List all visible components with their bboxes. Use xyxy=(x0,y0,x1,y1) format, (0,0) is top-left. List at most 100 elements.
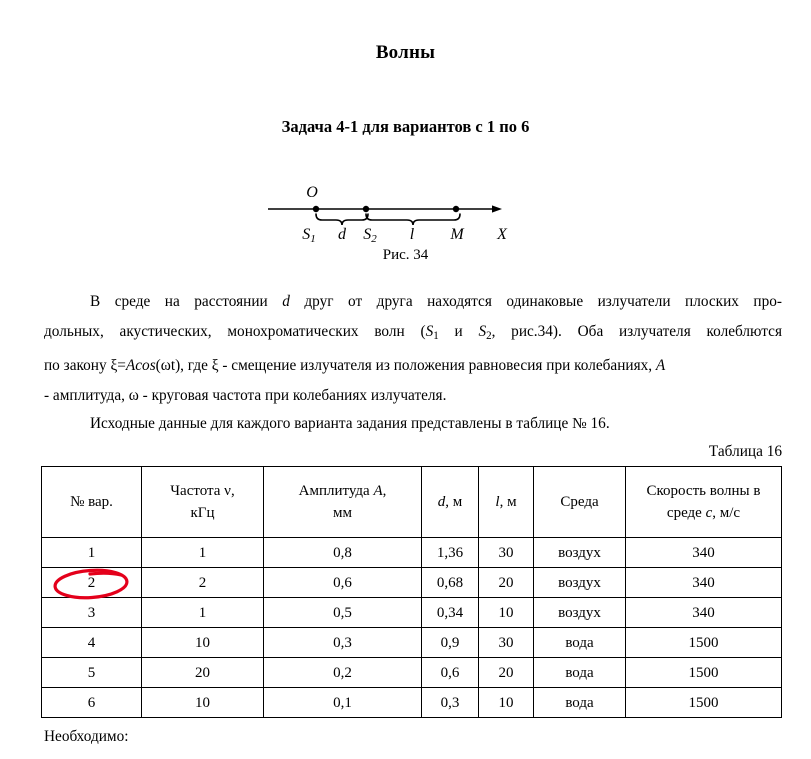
requirements-label: Необходимо: xyxy=(44,728,129,745)
formula-acos: Acos xyxy=(125,357,156,375)
table-row[interactable]: 1 1 0,8 1,36 30 воздух 340 xyxy=(41,537,782,568)
table-row[interactable]: 5 20 0,2 0,6 20 вода 1500 xyxy=(41,657,782,688)
table-header-row: № вар. Частота ν, кГц Амплитуда A, мм d,… xyxy=(41,466,782,538)
symbol-s2-subscript: 2 xyxy=(486,330,492,343)
task-subtitle: Задача 4-1 для вариантов с 1 по 6 xyxy=(281,117,530,136)
text-run: дольных, акустических, монохроматических… xyxy=(44,323,426,340)
cell-amplitude: 0,8 xyxy=(263,537,422,568)
text-run: (ωt), где ξ - смещение излучателя из пол… xyxy=(155,357,656,375)
cell-wave-speed: 1500 xyxy=(625,627,782,658)
header-label: Амплитуда xyxy=(298,483,374,499)
cell-frequency: 2 xyxy=(141,567,264,598)
text-run: и xyxy=(438,323,479,340)
variant-number-wrapper: 5 xyxy=(44,663,139,683)
cell-frequency: 20 xyxy=(141,657,264,688)
column-header-distance-l: l, м xyxy=(478,466,534,538)
label-l: l xyxy=(409,226,414,243)
cell-distance-l: 20 xyxy=(478,567,534,598)
column-header-distance-d: d, м xyxy=(421,466,479,538)
symbol-l: l xyxy=(495,494,500,510)
paragraph-line: дольных, акустических, монохроматических… xyxy=(44,317,782,351)
cell-amplitude: 0,1 xyxy=(263,687,422,718)
cell-medium: воздух xyxy=(533,597,626,628)
symbol-amplitude: A xyxy=(655,357,666,375)
paragraph-line: по закону ξ=Acos(ωt), где ξ - смещение и… xyxy=(44,351,782,381)
cell-wave-speed: 1500 xyxy=(625,687,782,718)
table-row[interactable]: 4 10 0,3 0,9 30 вода 1500 xyxy=(41,627,782,658)
text-run: по закону ξ= xyxy=(44,357,126,375)
variants-table: № вар. Частота ν, кГц Амплитуда A, мм d,… xyxy=(41,466,782,718)
symbol-s2: S xyxy=(478,323,487,340)
cell-distance-d: 0,34 xyxy=(421,597,479,628)
point-s1-dot xyxy=(312,205,319,213)
cell-medium: вода xyxy=(533,657,626,688)
variant-number-text: 6 xyxy=(87,694,96,711)
text-run: - амплитуда, ω - круговая частота при ко… xyxy=(44,387,447,405)
column-header-wave-speed: Скорость волны в среде c, м/с xyxy=(625,466,782,538)
paragraph-line: Исходные данные для каждого варианта зад… xyxy=(90,415,610,432)
axis-arrowhead xyxy=(491,205,502,213)
column-header-frequency: Частота ν, кГц xyxy=(141,466,264,538)
header-unit: , м/с xyxy=(712,505,741,521)
table-row[interactable]: 2 2 0,6 0,68 20 воздух 340 xyxy=(41,567,782,599)
cell-distance-l: 20 xyxy=(478,657,534,688)
header-unit: , м xyxy=(445,494,463,510)
header-label: , xyxy=(382,483,387,499)
variant-number-wrapper: 3 xyxy=(44,603,139,623)
cell-variant-number: 4 xyxy=(41,627,142,658)
cell-distance-d: 0,6 xyxy=(421,657,479,688)
text-run: друг от друга находятся одинаковые излуч… xyxy=(289,293,782,310)
table-header: № вар. Частота ν, кГц Амплитуда A, мм d,… xyxy=(41,466,782,538)
header-label: Скорость волны в xyxy=(646,483,761,499)
cell-distance-d: 0,3 xyxy=(421,687,479,718)
header-label: Частота ν, xyxy=(170,483,235,499)
cell-wave-speed: 1500 xyxy=(625,657,782,688)
symbol-s1-subscript: 1 xyxy=(433,330,439,343)
variant-number-text: 5 xyxy=(87,664,96,681)
table-body: 1 1 0,8 1,36 30 воздух 340 2 2 0,6 0,68 20 воздух 34… xyxy=(41,537,782,718)
cell-medium: воздух xyxy=(533,567,626,598)
variants-table-container: № вар. Частота ν, кГц Амплитуда A, мм d,… xyxy=(41,466,782,718)
header-label: № вар. xyxy=(70,494,113,510)
brace-d xyxy=(314,213,369,226)
cell-distance-l: 10 xyxy=(478,597,534,628)
cell-medium: вода xyxy=(533,627,626,658)
symbol-d: d xyxy=(437,494,446,510)
cell-distance-l: 30 xyxy=(478,627,534,658)
header-unit: мм xyxy=(333,505,352,521)
column-header-medium: Среда xyxy=(533,466,626,538)
text-run: В среде на расстоянии xyxy=(90,293,283,310)
cell-distance-d: 1,36 xyxy=(421,537,479,568)
variant-number-wrapper: 1 xyxy=(44,543,139,563)
label-origin: O xyxy=(306,184,318,201)
cell-variant-number: 5 xyxy=(41,657,142,688)
variant-number-wrapper: 2 xyxy=(44,568,139,599)
cell-wave-speed: 340 xyxy=(625,537,782,568)
table-caption: Таблица 16 xyxy=(708,443,782,460)
variant-number-wrapper: 4 xyxy=(44,633,139,653)
cell-variant-number: 3 xyxy=(41,597,142,628)
paragraph-line: - амплитуда, ω - круговая частота при ко… xyxy=(44,381,782,411)
table-row[interactable]: 6 10 0,1 0,3 10 вода 1500 xyxy=(41,687,782,718)
cell-distance-d: 0,68 xyxy=(421,567,479,598)
table-row[interactable]: 3 1 0,5 0,34 10 воздух 340 xyxy=(41,597,782,628)
label-s1: S1 xyxy=(302,226,316,245)
symbol-d: d xyxy=(282,293,290,310)
cell-frequency: 10 xyxy=(141,627,264,658)
label-m: M xyxy=(449,226,465,243)
point-m-dot xyxy=(452,205,459,213)
header-unit: , м xyxy=(499,494,517,510)
cell-amplitude: 0,5 xyxy=(263,597,422,628)
label-d: d xyxy=(338,226,347,243)
cell-variant-number: 2 xyxy=(41,567,142,599)
variant-number-text: 4 xyxy=(87,634,96,651)
cell-frequency: 1 xyxy=(141,597,264,628)
cell-medium: вода xyxy=(533,687,626,718)
cell-distance-d: 0,9 xyxy=(421,627,479,658)
cell-wave-speed: 340 xyxy=(625,597,782,628)
problem-statement-paragraph: В среде на расстоянии d друг от друга на… xyxy=(44,287,782,411)
cell-wave-speed: 340 xyxy=(625,567,782,598)
figure-34: O S1 d S2 l M X Рис. 34 xyxy=(0,183,811,264)
wave-axis-diagram: O S1 d S2 l M X xyxy=(267,184,508,245)
